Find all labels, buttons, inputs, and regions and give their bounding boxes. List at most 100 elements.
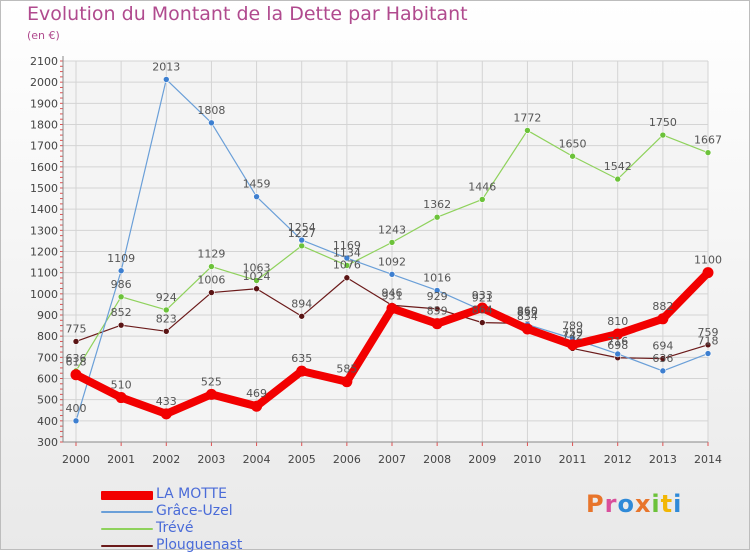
data-label-gr-ce-uzel: 1459 [243, 178, 271, 191]
data-point-la-motte [296, 365, 308, 377]
data-point-tr-v- [704, 149, 712, 156]
data-label-la-motte: 931 [382, 289, 403, 302]
x-tick-label: 2002 [152, 453, 180, 466]
data-label-tr-v-: 1542 [604, 160, 632, 173]
x-tick-label: 2005 [288, 453, 316, 466]
data-label-plouguenast: 946 [382, 286, 403, 299]
y-tick-label: 1400 [30, 203, 58, 216]
data-point-gr-ce-uzel [208, 119, 215, 127]
x-tick-label: 2003 [197, 453, 225, 466]
data-point-gr-ce-uzel [343, 254, 351, 262]
data-point-tr-v- [388, 239, 396, 246]
legend-item-plouguenast[interactable]: Plouguenast [101, 537, 301, 555]
data-point-la-motte [115, 392, 127, 404]
y-tick-label: 2000 [30, 76, 58, 89]
data-label-tr-v-: 1772 [513, 111, 541, 124]
data-label-tr-v-: 1446 [468, 180, 496, 193]
data-point-gr-ce-uzel [117, 267, 125, 275]
data-label-tr-v-: 986 [111, 278, 132, 291]
data-label-la-motte: 859 [427, 305, 448, 318]
legend-label: Plouguenast [156, 537, 243, 553]
data-point-plouguenast [433, 305, 441, 313]
x-tick-label: 2000 [62, 453, 90, 466]
data-label-la-motte: 510 [111, 379, 132, 392]
data-point-tr-v- [298, 242, 306, 250]
data-label-gr-ce-uzel: 718 [698, 335, 719, 348]
x-tick-label: 2001 [107, 453, 135, 466]
legend-label: Trévé [156, 520, 194, 536]
legend-item-la-motte[interactable]: LA MOTTE [101, 486, 301, 504]
y-tick-label: 1600 [30, 161, 58, 174]
y-tick-label: 500 [37, 394, 58, 407]
data-point-gr-ce-uzel [388, 271, 396, 278]
data-label-gr-ce-uzel: 636 [652, 352, 673, 365]
legend-item-grace-uzel[interactable]: Grâce-Uzel [101, 503, 301, 521]
data-point-plouguenast [117, 321, 125, 329]
data-label-tr-v-: 1750 [649, 116, 677, 129]
y-tick-label: 1800 [30, 119, 58, 132]
data-label-la-motte: 759 [562, 326, 583, 339]
data-label-gr-ce-uzel: 1109 [107, 252, 135, 265]
legend: LA MOTTE Grâce-Uzel Trévé Plouguenast [101, 486, 301, 555]
data-label-la-motte: 933 [472, 289, 493, 302]
legend-label: LA MOTTE [156, 486, 227, 502]
legend-item-treve[interactable]: Trévé [101, 520, 301, 538]
x-tick-label: 2014 [694, 453, 722, 466]
proxiti-logo: Proxiti [586, 490, 682, 518]
legend-swatch [101, 511, 153, 513]
data-point-gr-ce-uzel [298, 236, 306, 244]
data-point-la-motte [657, 313, 669, 325]
logo-letter: i [673, 490, 683, 518]
axis-layer: 300 400 500 600 700 800 900 1000 1100 1200 1300 140… [30, 55, 722, 466]
data-label-plouguenast: 864 [472, 304, 493, 317]
data-label-tr-v-: 636 [66, 352, 87, 365]
data-point-tr-v- [117, 293, 125, 301]
data-point-plouguenast [298, 312, 306, 320]
data-label-la-motte: 525 [201, 375, 222, 388]
data-label-plouguenast: 1024 [243, 270, 271, 283]
data-point-tr-v- [569, 152, 576, 160]
data-point-gr-ce-uzel [433, 287, 441, 294]
data-label-tr-v-: 924 [156, 291, 177, 304]
data-label-gr-ce-uzel: 1092 [378, 255, 406, 268]
data-point-tr-v- [659, 131, 667, 139]
data-point-la-motte [386, 302, 398, 314]
data-label-layer: 775 852 823 1006 1024 894 1076 946 929 864 860 742 6… [66, 60, 723, 414]
y-tick-label: 600 [37, 373, 58, 386]
y-tick-label: 800 [37, 330, 58, 343]
y-tick-label: 900 [37, 309, 58, 322]
data-label-la-motte: 433 [156, 395, 177, 408]
data-label-plouguenast: 860 [517, 304, 538, 317]
data-point-gr-ce-uzel [614, 350, 622, 358]
data-label-la-motte: 635 [291, 352, 312, 365]
data-label-la-motte: 810 [607, 315, 628, 328]
data-label-gr-ce-uzel: 400 [66, 402, 87, 415]
logo-letter: o [617, 490, 635, 518]
data-label-la-motte: 618 [66, 356, 87, 369]
x-tick-label: 2004 [243, 453, 271, 466]
data-label-plouguenast: 694 [652, 340, 673, 353]
y-tick-label: 1000 [30, 288, 58, 301]
data-point-la-motte [160, 408, 172, 420]
data-label-tr-v-: 1650 [559, 137, 587, 150]
x-tick-label: 2010 [513, 453, 541, 466]
y-tick-label: 1300 [30, 224, 58, 237]
data-label-plouguenast: 823 [156, 312, 177, 325]
data-label-plouguenast: 894 [291, 297, 312, 310]
chart-title: Evolution du Montant de la Dette par Hab… [27, 3, 468, 25]
data-point-tr-v- [433, 213, 441, 221]
data-point-la-motte [521, 323, 533, 335]
y-tick-label: 700 [37, 351, 58, 364]
legend-swatch [101, 545, 153, 547]
data-point-la-motte [251, 400, 263, 412]
data-point-tr-v- [614, 175, 622, 183]
data-point-tr-v- [524, 127, 531, 134]
x-tick-label: 2009 [468, 453, 496, 466]
data-label-gr-ce-uzel: 789 [562, 319, 583, 332]
data-point-la-motte [205, 388, 217, 400]
data-label-tr-v-: 1362 [423, 198, 451, 211]
data-point-plouguenast [478, 319, 486, 326]
logo-letter: P [586, 490, 605, 518]
data-label-tr-v-: 1134 [333, 246, 361, 259]
